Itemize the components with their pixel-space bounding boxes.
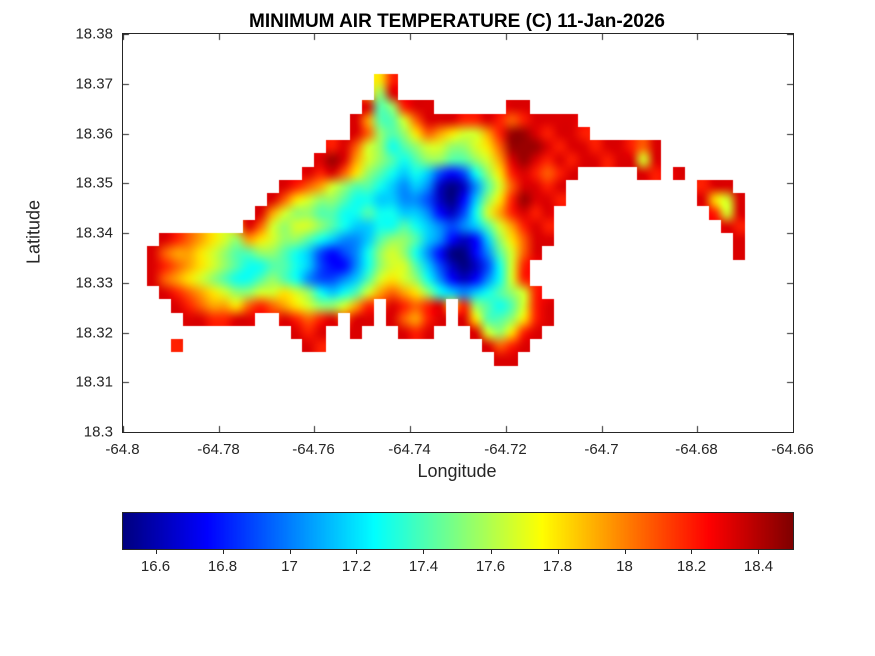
y-tick-label: 18.35 <box>75 174 113 191</box>
colorbar-tick-mark <box>356 550 357 554</box>
y-tick-label: 18.36 <box>75 125 113 142</box>
colorbar-tick-mark <box>223 550 224 554</box>
x-axis-label: Longitude <box>417 461 497 481</box>
x-tick-label: -64.74 <box>388 441 431 458</box>
x-tick-label: -64.7 <box>584 441 619 458</box>
colorbar-tick-mark <box>625 550 626 554</box>
y-tick-label: 18.37 <box>75 75 113 92</box>
x-tick-label: -64.78 <box>197 441 240 458</box>
chart-title: MINIMUM AIR TEMPERATURE (C) 11-Jan-2026 <box>249 11 665 32</box>
colorbar-tick-label: 17.8 <box>542 558 573 575</box>
colorbar-tick-mark <box>491 550 492 554</box>
x-tick-label: -64.68 <box>675 441 718 458</box>
colorbar-tick-mark <box>758 550 759 554</box>
x-tick-label: -64.66 <box>771 441 814 458</box>
colorbar-tick-mark <box>558 550 559 554</box>
colorbar-tick-label: 17.4 <box>408 558 439 575</box>
colorbar-tick-mark <box>691 550 692 554</box>
colorbar-tick-mark <box>156 550 157 554</box>
colorbar-tick-label: 18.4 <box>743 558 774 575</box>
colorbar-tick-label: 16.8 <box>207 558 238 575</box>
colorbar-tick-label: 17.2 <box>341 558 372 575</box>
y-tick-label: 18.3 <box>83 423 113 440</box>
colorbar-tick-mark <box>423 550 424 554</box>
y-tick-label: 18.32 <box>75 324 113 341</box>
y-tick-label: 18.33 <box>75 274 113 291</box>
heatmap-canvas <box>123 34 793 432</box>
colorbar-tick-mark <box>290 550 291 554</box>
colorbar-tick-label: 17 <box>281 558 298 575</box>
colorbar-tick-label: 18 <box>616 558 633 575</box>
x-tick-label: -64.8 <box>105 441 140 458</box>
x-tick-label: -64.72 <box>484 441 527 458</box>
colorbar <box>122 512 794 550</box>
colorbar-tick-label: 16.6 <box>140 558 171 575</box>
y-tick-label: 18.31 <box>75 373 113 390</box>
plot-area <box>122 33 794 433</box>
y-tick-label: 18.38 <box>75 25 113 42</box>
x-tick-label: -64.76 <box>292 441 335 458</box>
colorbar-tick-label: 18.2 <box>676 558 707 575</box>
y-tick-label: 18.34 <box>75 224 113 241</box>
y-axis-label: Latitude <box>23 199 44 265</box>
colorbar-canvas <box>123 513 793 549</box>
colorbar-tick-label: 17.6 <box>475 558 506 575</box>
